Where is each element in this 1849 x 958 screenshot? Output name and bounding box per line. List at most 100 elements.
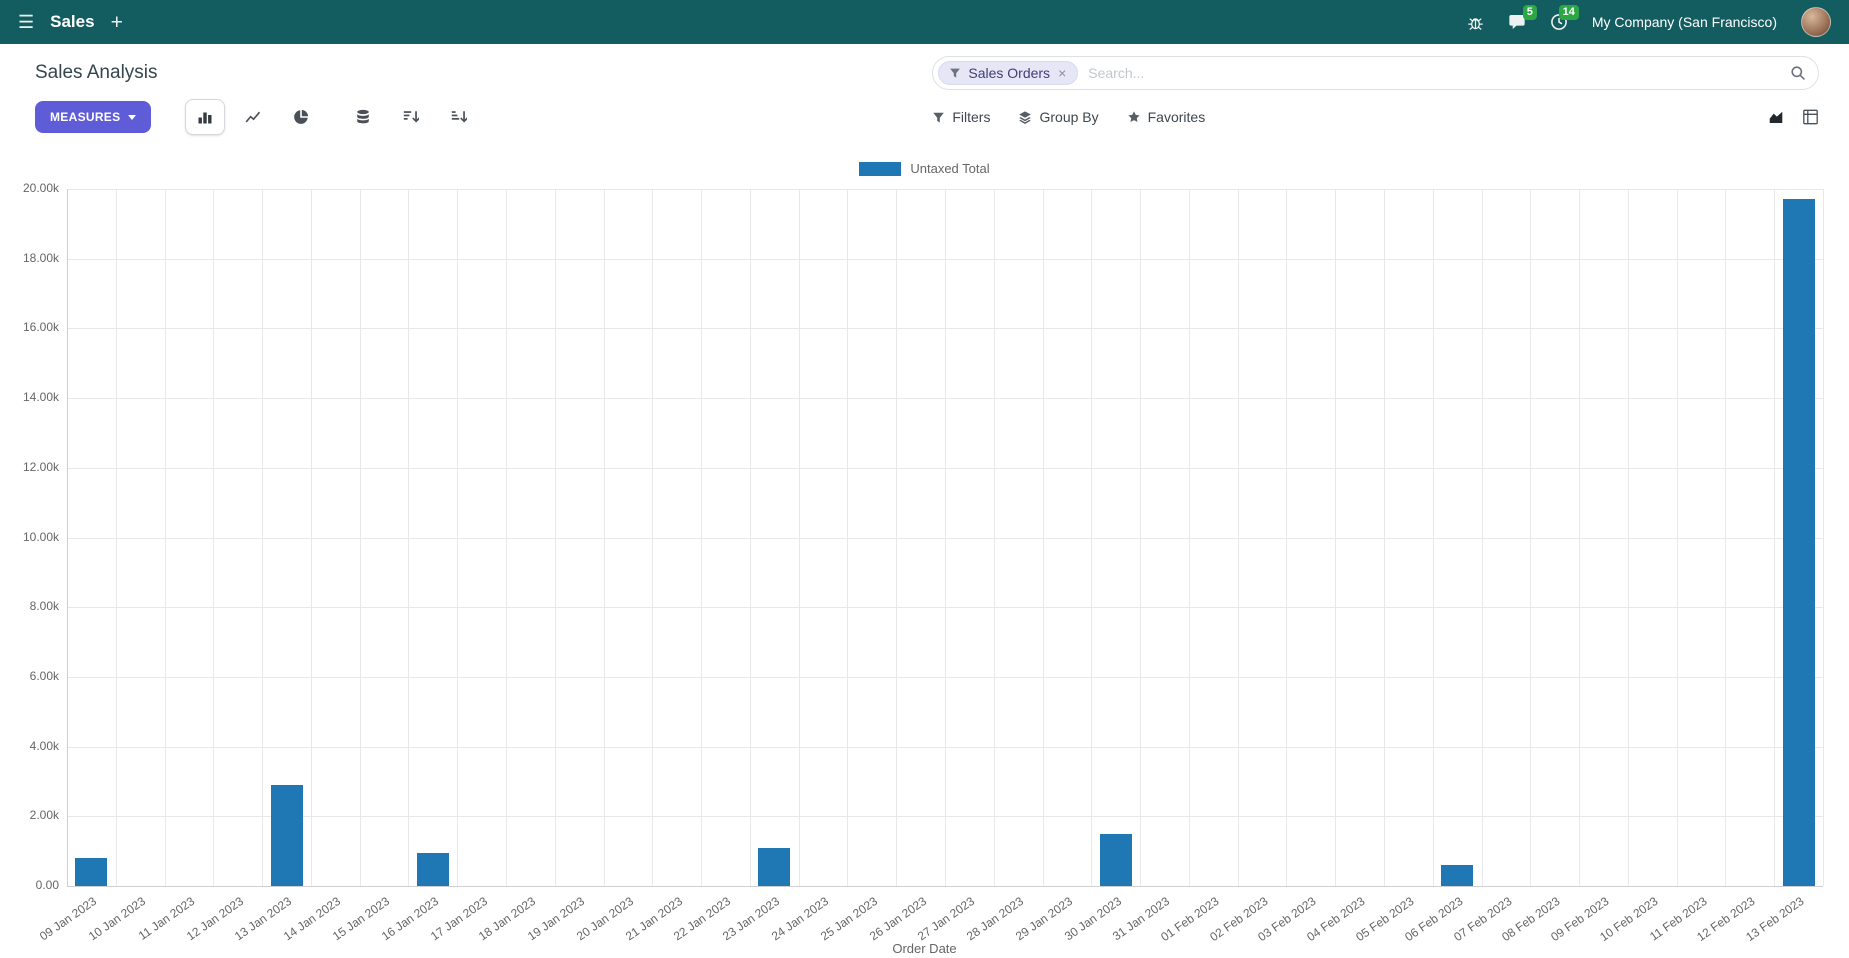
search-submit-button[interactable] (1790, 65, 1806, 81)
gridline-vertical (554, 189, 556, 886)
control-panel-row-bottom: MEASURES (35, 99, 1819, 135)
gridline-vertical (115, 189, 117, 886)
control-panel-row-top: Sales Analysis Sales Orders × (35, 56, 1819, 90)
caret-down-icon (128, 114, 137, 120)
gridline-vertical (749, 189, 751, 886)
gridline-vertical (164, 189, 166, 886)
gridline-vertical (1774, 189, 1776, 886)
search-facet[interactable]: Sales Orders × (938, 61, 1079, 85)
user-menu-avatar[interactable] (1801, 7, 1831, 37)
plus-button[interactable]: + (111, 12, 123, 33)
bar[interactable] (416, 852, 449, 886)
navbar-right: 5 14 My Company (San Francisco) (1467, 5, 1831, 37)
bar[interactable] (1441, 864, 1474, 886)
activities-badge: 14 (1558, 5, 1579, 21)
line-chart-button[interactable] (233, 99, 273, 135)
search-input[interactable] (1086, 64, 1782, 82)
favorites-label: Favorites (1147, 109, 1206, 125)
y-tick-label: 0.00 (35, 878, 59, 892)
gridline-vertical (1627, 189, 1629, 886)
search-facet-label: Sales Orders (968, 65, 1051, 81)
company-switcher[interactable]: My Company (San Francisco) (1591, 14, 1777, 30)
gridline-vertical (896, 189, 898, 886)
gridline-vertical (603, 189, 605, 886)
area-chart-icon (1769, 111, 1783, 123)
view-controls: MEASURES (35, 99, 479, 135)
y-tick-label: 18.00k (22, 250, 59, 265)
gridline-vertical (408, 189, 410, 886)
search-sub-row: Filters Group By Favorites (932, 109, 1819, 125)
measures-button[interactable]: MEASURES (35, 101, 152, 133)
gridline-vertical (1676, 189, 1678, 886)
y-tick-label: 12.00k (22, 459, 59, 474)
gridline-vertical (1042, 189, 1044, 886)
bar[interactable] (75, 858, 108, 886)
gridline-vertical (993, 189, 995, 886)
y-tick-label: 6.00k (29, 668, 59, 683)
gridline-vertical (1579, 189, 1581, 886)
y-tick-label: 2.00k (29, 808, 59, 823)
gridline-vertical (1237, 189, 1239, 886)
y-tick-label: 16.00k (22, 320, 59, 335)
gridline-vertical (457, 189, 459, 886)
menu-toggle-button[interactable]: ☰ (18, 13, 34, 31)
filters-button[interactable]: Filters (932, 109, 990, 125)
chart-area: Untaxed Total 0.00 2.00k 4.00k 6.00k 8.00k 10… (0, 147, 1849, 958)
pie-chart-icon (294, 109, 309, 124)
chat-icon (1509, 15, 1525, 29)
gridline-vertical (67, 189, 68, 886)
graph-view-button[interactable] (1767, 109, 1786, 125)
search-bar[interactable]: Sales Orders × (932, 56, 1819, 90)
gridline-vertical (506, 189, 507, 886)
view-switchers (1767, 109, 1819, 125)
bar[interactable] (270, 784, 303, 886)
layers-icon (1019, 111, 1032, 124)
group-by-button[interactable]: Group By (1018, 109, 1099, 125)
control-panel: Sales Analysis Sales Orders × (0, 44, 1849, 147)
gridline-vertical (1384, 189, 1385, 886)
gridline-vertical (1481, 189, 1483, 886)
gridline-vertical (1286, 189, 1288, 886)
debug-button[interactable] (1467, 14, 1484, 31)
y-tick-label: 8.00k (29, 599, 59, 614)
pie-chart-button[interactable] (281, 99, 321, 135)
filters-label: Filters (952, 109, 991, 125)
messages-button[interactable]: 5 (1508, 5, 1537, 31)
sort-desc-icon (404, 111, 420, 123)
bar[interactable] (1099, 833, 1132, 886)
gridline-horizontal (67, 886, 1823, 887)
stacked-toggle-button[interactable] (343, 99, 383, 135)
bar[interactable] (758, 848, 791, 886)
star-icon (1128, 111, 1140, 122)
gridline-vertical (310, 189, 312, 886)
sort-desc-button[interactable] (391, 99, 431, 135)
favorites-button[interactable]: Favorites (1127, 109, 1206, 125)
gridline-vertical (652, 189, 654, 886)
facet-remove-button[interactable]: × (1058, 65, 1067, 81)
bar[interactable] (1782, 199, 1815, 886)
messages-badge: 5 (1522, 5, 1537, 21)
search-wrap: Sales Orders × (932, 56, 1819, 90)
app-name[interactable]: Sales (50, 12, 95, 31)
sort-asc-button[interactable] (439, 99, 479, 135)
pivot-view-button[interactable] (1802, 109, 1819, 125)
gridline-vertical (213, 189, 215, 886)
plot-area: 0.00 2.00k 4.00k 6.00k 8.00k 10.00k 12.00k 14.0… (23, 181, 1824, 944)
gridline-vertical (1725, 189, 1727, 886)
bar-chart-icon (198, 112, 212, 124)
stacked-icon (357, 109, 370, 124)
measures-button-label: MEASURES (50, 110, 121, 124)
legend-swatch (859, 161, 902, 176)
y-tick-label: 4.00k (29, 738, 59, 753)
gridline-vertical (945, 189, 946, 886)
bar-chart-button[interactable] (185, 99, 226, 135)
activities-button[interactable]: 14 (1550, 5, 1579, 31)
top-navbar: ☰ Sales + 5 14 My Company (San Franc (0, 0, 1849, 44)
gridline-vertical (1335, 189, 1337, 886)
legend[interactable]: Untaxed Total (0, 161, 1849, 176)
gridline-vertical (1091, 189, 1093, 886)
gridline-vertical (1530, 189, 1532, 886)
sort-asc-icon (452, 111, 468, 123)
navbar-left: ☰ Sales + (18, 12, 123, 33)
y-tick-label: 10.00k (22, 529, 59, 544)
